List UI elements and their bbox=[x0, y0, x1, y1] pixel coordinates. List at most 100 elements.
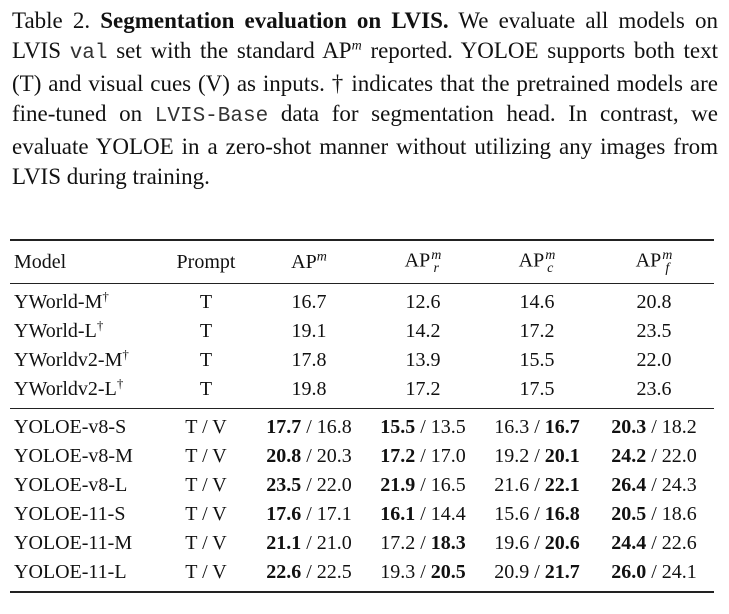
prompt-cell: T bbox=[199, 378, 213, 400]
model-mark: † bbox=[116, 375, 124, 391]
text-prompt-value: 26.0 bbox=[611, 561, 647, 583]
value-cell: 16.7 bbox=[291, 291, 327, 313]
caption-code: LVIS-Base bbox=[154, 105, 269, 128]
results-table: Model Prompt APm AP m r AP m c AP m f YWorld-M† T 16.… bbox=[10, 239, 714, 593]
text-prompt-value: 15.6 bbox=[494, 503, 530, 525]
header-sup: m bbox=[431, 248, 442, 263]
text-prompt-value: 19.2 bbox=[494, 445, 530, 467]
text-prompt-value: 22.6 bbox=[266, 561, 302, 583]
visual-prompt-value: 14.4 bbox=[430, 503, 466, 525]
value-cell: 20.5 / 18.6 bbox=[594, 500, 714, 529]
table-row: YWorldv2-L† T 19.8 17.2 17.5 23.6 bbox=[10, 375, 714, 409]
text-prompt-value: 15.5 bbox=[380, 416, 416, 438]
separator: / bbox=[534, 532, 540, 554]
header-cell: APm bbox=[252, 240, 366, 284]
header-cell: AP m f bbox=[594, 240, 714, 284]
value-cell: 14.6 bbox=[519, 291, 555, 313]
text-prompt-value: 19.6 bbox=[494, 532, 530, 554]
separator: / bbox=[534, 474, 540, 496]
model-cell: YOLOE-11-S bbox=[14, 503, 126, 525]
text-prompt-value: 24.2 bbox=[611, 445, 647, 467]
header-text: Prompt bbox=[176, 250, 236, 273]
visual-prompt-value: 16.8 bbox=[316, 416, 352, 438]
table-row: YOLOE-v8-L T / V 23.5 / 22.0 21.9 / 16.5 21.… bbox=[10, 471, 714, 500]
separator: / bbox=[534, 561, 540, 583]
visual-prompt-value: 16.5 bbox=[430, 474, 466, 496]
header-text: AP bbox=[404, 249, 431, 272]
value-cell: 21.1 / 21.0 bbox=[252, 529, 366, 558]
model-name: YWorldv2-M bbox=[14, 349, 123, 371]
model-cell: YOLOE-11-L bbox=[14, 561, 127, 583]
text-prompt-value: 16.3 bbox=[494, 416, 530, 438]
text-prompt-value: 20.9 bbox=[494, 561, 530, 583]
header-text: AP bbox=[291, 250, 317, 273]
prompt-cell: T / V bbox=[185, 474, 227, 496]
value-cell: 26.0 / 24.1 bbox=[594, 558, 714, 592]
value-cell: 19.2 / 20.1 bbox=[480, 442, 594, 471]
caption-title: Segmentation evaluation on LVIS. bbox=[100, 8, 449, 33]
separator: / bbox=[534, 416, 540, 438]
text-prompt-value: 20.8 bbox=[266, 445, 302, 467]
header-text: AP bbox=[518, 249, 545, 272]
model-cell: YWorldv2-L† bbox=[10, 375, 160, 409]
visual-prompt-value: 22.6 bbox=[661, 532, 697, 554]
visual-prompt-value: 18.6 bbox=[661, 503, 697, 525]
table-row: YWorld-L† T 19.1 14.2 17.2 23.5 bbox=[10, 317, 714, 346]
separator: / bbox=[420, 532, 426, 554]
visual-prompt-value: 22.1 bbox=[544, 474, 580, 496]
separator: / bbox=[420, 416, 426, 438]
text-prompt-value: 20.5 bbox=[611, 503, 647, 525]
value-cell: 20.8 / 20.3 bbox=[252, 442, 366, 471]
header-sup: m bbox=[662, 248, 673, 263]
visual-prompt-value: 18.3 bbox=[430, 532, 466, 554]
model-cell: YOLOE-v8-S bbox=[14, 416, 127, 438]
header-cell: Prompt bbox=[160, 240, 252, 284]
visual-prompt-value: 13.5 bbox=[430, 416, 466, 438]
value-cell: 17.8 bbox=[291, 349, 327, 371]
header-sup: m bbox=[545, 248, 556, 263]
visual-prompt-value: 22.0 bbox=[316, 474, 352, 496]
text-prompt-value: 17.2 bbox=[380, 445, 416, 467]
visual-prompt-value: 24.3 bbox=[661, 474, 697, 496]
value-cell: 19.8 bbox=[291, 378, 327, 400]
caption-text: We evaluate all models on LVIS bbox=[12, 8, 718, 63]
visual-prompt-value: 16.8 bbox=[544, 503, 580, 525]
text-prompt-value: 21.1 bbox=[266, 532, 302, 554]
header-sub: r bbox=[433, 261, 439, 276]
model-mark: † bbox=[102, 288, 109, 304]
value-cell: 23.6 bbox=[636, 378, 672, 400]
table-row: YOLOE-11-S T / V 17.6 / 17.1 16.1 / 14.4 15.… bbox=[10, 500, 714, 529]
visual-prompt-value: 20.5 bbox=[430, 561, 466, 583]
separator: / bbox=[306, 503, 312, 525]
value-cell: 20.3 / 18.2 bbox=[594, 409, 714, 443]
value-cell: 21.6 / 22.1 bbox=[480, 471, 594, 500]
header-cell: AP m c bbox=[480, 240, 594, 284]
model-cell: YOLOE-v8-M bbox=[14, 445, 133, 467]
text-prompt-value: 26.4 bbox=[611, 474, 647, 496]
model-name: YWorld-M bbox=[14, 291, 103, 313]
visual-prompt-value: 17.1 bbox=[316, 503, 352, 525]
value-cell: 17.2 / 17.0 bbox=[366, 442, 480, 471]
separator: / bbox=[306, 474, 312, 496]
text-prompt-value: 23.5 bbox=[266, 474, 302, 496]
caption-label: Table 2. bbox=[12, 8, 91, 33]
separator: / bbox=[651, 474, 657, 496]
value-cell: 17.2 / 18.3 bbox=[366, 529, 480, 558]
header-text: Model bbox=[14, 250, 67, 273]
separator: / bbox=[651, 416, 657, 438]
prompt-cell: T / V bbox=[185, 532, 227, 554]
caption-text: set with the standard AP bbox=[116, 38, 352, 63]
text-prompt-value: 21.6 bbox=[494, 474, 530, 496]
value-cell: 23.5 / 22.0 bbox=[252, 471, 366, 500]
visual-prompt-value: 17.0 bbox=[430, 445, 466, 467]
value-cell: 23.5 bbox=[636, 320, 672, 342]
visual-prompt-value: 21.0 bbox=[316, 532, 352, 554]
model-name: YWorldv2-L bbox=[14, 378, 117, 400]
value-cell: 21.9 / 16.5 bbox=[366, 471, 480, 500]
visual-prompt-value: 16.7 bbox=[544, 416, 580, 438]
visual-prompt-value: 22.0 bbox=[661, 445, 697, 467]
header-text: AP bbox=[635, 249, 662, 272]
separator: / bbox=[420, 561, 426, 583]
value-cell: 15.5 bbox=[519, 349, 555, 371]
